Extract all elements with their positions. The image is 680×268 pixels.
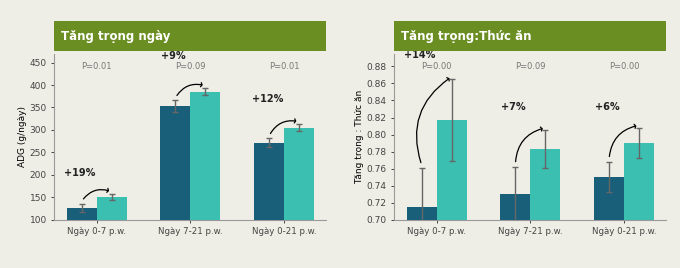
- Text: P=0.00: P=0.00: [609, 62, 639, 71]
- Text: Tăng trọng:Thức ăn: Tăng trọng:Thức ăn: [401, 30, 532, 43]
- Text: P=0.00: P=0.00: [422, 62, 452, 71]
- Y-axis label: ADG (g/ngày): ADG (g/ngày): [18, 106, 27, 167]
- Bar: [500, 194, 530, 268]
- Text: +12%: +12%: [252, 94, 283, 104]
- Bar: [530, 149, 560, 268]
- Bar: [284, 128, 314, 265]
- Text: P=0.09: P=0.09: [515, 62, 545, 71]
- Text: P=0.01: P=0.01: [269, 62, 299, 71]
- Y-axis label: Tăng trọng : Thức ăn: Tăng trọng : Thức ăn: [355, 90, 364, 184]
- Bar: [594, 177, 624, 268]
- Bar: [190, 92, 220, 265]
- Text: +7%: +7%: [501, 102, 526, 113]
- Bar: [97, 197, 126, 265]
- Text: +19%: +19%: [64, 168, 96, 178]
- Bar: [407, 207, 437, 268]
- Text: P=0.09: P=0.09: [175, 62, 205, 71]
- Text: +14%: +14%: [404, 50, 436, 59]
- Bar: [254, 143, 284, 265]
- Bar: [624, 143, 654, 268]
- Bar: [160, 106, 190, 265]
- Text: +6%: +6%: [595, 102, 619, 111]
- Text: +9%: +9%: [161, 51, 186, 61]
- Bar: [67, 208, 97, 265]
- Text: P=0.01: P=0.01: [82, 62, 112, 71]
- Text: Tăng trọng ngày: Tăng trọng ngày: [61, 30, 171, 43]
- Bar: [437, 120, 466, 268]
